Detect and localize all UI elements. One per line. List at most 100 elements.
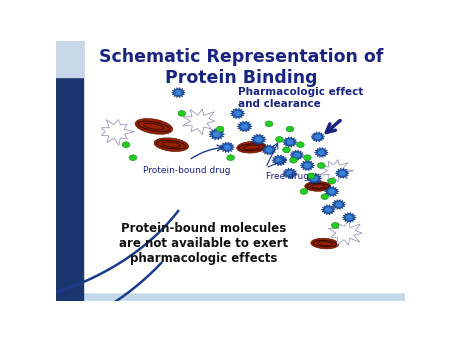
Polygon shape (300, 160, 315, 171)
Bar (56, 41, 83, 77)
Bar (56, 295, 405, 298)
Bar (56, 295, 405, 298)
Polygon shape (290, 150, 304, 160)
Circle shape (289, 158, 297, 163)
Circle shape (255, 137, 262, 142)
Bar (56, 294, 405, 298)
Circle shape (286, 139, 293, 145)
Circle shape (303, 155, 311, 161)
Polygon shape (342, 213, 356, 223)
Bar (56, 295, 405, 299)
Circle shape (122, 142, 130, 147)
Bar (56, 296, 405, 299)
Bar (56, 296, 405, 299)
Bar (56, 295, 405, 299)
Bar (56, 297, 405, 301)
Circle shape (328, 178, 336, 184)
Bar (56, 297, 405, 300)
Bar (56, 295, 405, 299)
Circle shape (275, 137, 284, 142)
Circle shape (339, 171, 346, 176)
Polygon shape (314, 147, 328, 158)
Circle shape (317, 163, 325, 168)
Polygon shape (261, 145, 276, 155)
Ellipse shape (135, 119, 173, 134)
Circle shape (283, 147, 290, 153)
Bar (56, 295, 405, 299)
Bar (56, 295, 405, 298)
Circle shape (297, 142, 304, 147)
Bar (56, 297, 405, 300)
Circle shape (321, 194, 328, 199)
Polygon shape (101, 120, 135, 146)
Bar (56, 294, 405, 298)
Bar (56, 297, 405, 301)
Bar (56, 295, 405, 298)
Bar (56, 296, 405, 300)
Bar (56, 295, 405, 298)
Ellipse shape (154, 138, 189, 151)
Bar (56, 296, 405, 300)
Circle shape (175, 90, 182, 95)
Bar (56, 295, 405, 298)
Bar (56, 296, 405, 299)
Bar (56, 296, 405, 299)
Circle shape (265, 121, 273, 127)
Text: Free drug: Free drug (266, 172, 309, 181)
Bar (56, 296, 405, 299)
Text: Schematic Representation of
Protein Binding: Schematic Representation of Protein Bind… (99, 48, 383, 87)
Polygon shape (335, 168, 349, 178)
Bar (56, 295, 405, 298)
Circle shape (300, 189, 308, 194)
Bar (56, 295, 405, 298)
Bar (56, 296, 405, 299)
Bar (56, 296, 405, 299)
Bar (56, 297, 405, 300)
Bar (56, 297, 405, 300)
Bar (56, 294, 405, 298)
Polygon shape (220, 142, 234, 152)
Bar (56, 297, 405, 300)
Bar (56, 296, 405, 299)
Polygon shape (272, 155, 287, 166)
Bar (56, 295, 405, 298)
Bar (56, 296, 405, 299)
Bar (56, 296, 405, 299)
Circle shape (213, 131, 220, 137)
Bar (56, 296, 405, 300)
Polygon shape (283, 137, 297, 147)
Bar (56, 295, 405, 298)
Bar (56, 294, 405, 298)
Bar (56, 297, 405, 301)
Bar (56, 297, 405, 300)
Bar (56, 295, 405, 298)
Bar (56, 296, 405, 299)
Polygon shape (209, 128, 225, 140)
Bar (56, 41, 83, 301)
Circle shape (314, 134, 321, 140)
Bar (56, 294, 405, 298)
Circle shape (178, 111, 186, 116)
Bar (56, 297, 405, 300)
Bar (56, 296, 405, 299)
Text: Pharmacologic effect
and clearance: Pharmacologic effect and clearance (238, 87, 363, 108)
Polygon shape (183, 109, 215, 135)
Circle shape (307, 173, 315, 179)
Bar (56, 296, 405, 300)
Polygon shape (251, 134, 266, 145)
Bar (56, 297, 405, 300)
Circle shape (129, 155, 137, 161)
Circle shape (318, 150, 325, 155)
Ellipse shape (305, 182, 331, 191)
Bar (56, 295, 405, 298)
Bar (56, 294, 405, 298)
Circle shape (304, 163, 311, 168)
Polygon shape (319, 160, 354, 182)
Polygon shape (324, 186, 339, 197)
Polygon shape (237, 121, 252, 132)
Circle shape (293, 152, 301, 158)
Polygon shape (171, 88, 185, 98)
Text: Protein-bound drug: Protein-bound drug (144, 166, 231, 175)
Bar (56, 296, 405, 299)
Bar (56, 295, 405, 298)
